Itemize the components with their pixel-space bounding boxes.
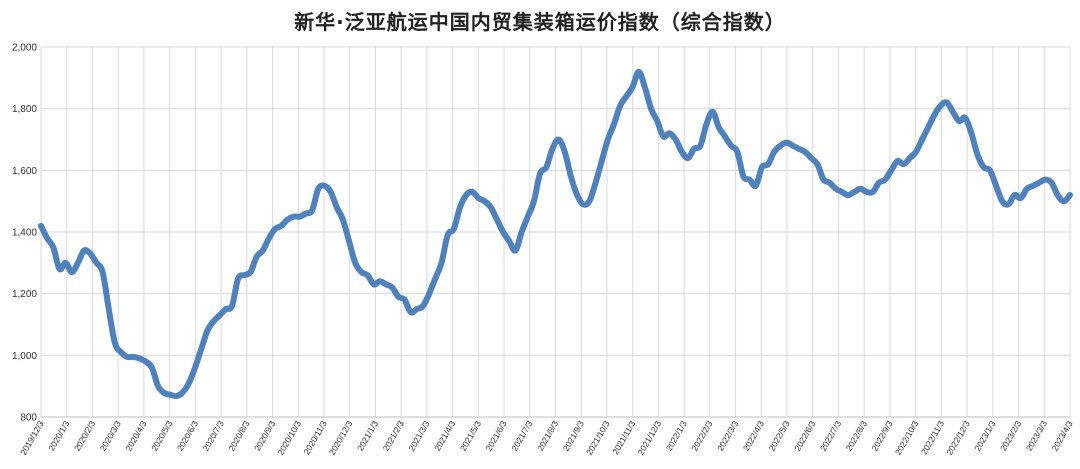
x-tick-label: 2022/10/3 [893,419,921,457]
x-tick-label: 2023/4/3 [1050,419,1075,453]
x-tick-label: 2020/9/3 [252,419,277,453]
y-tick-label: 1,200 [12,289,37,300]
x-tick-label: 2022/6/3 [792,419,817,453]
x-tick-label: 2022/4/3 [741,419,766,453]
x-tick-label: 2021/1/3 [355,419,380,453]
x-tick-label: 2022/12/3 [944,419,972,457]
x-tick-label: 2020/10/3 [275,419,303,457]
y-tick-label: 1,600 [12,166,37,177]
chart-title: 新华·泛亚航运中国内贸集装箱运价指数（综合指数） [294,10,786,34]
x-tick-label: 2022/8/3 [844,419,869,453]
x-tick-label: 2020/8/3 [226,419,251,453]
x-tick-label: 2021/2/3 [381,419,406,453]
x-tick-label: 2020/6/3 [175,419,200,453]
x-tick-label: 2021/10/3 [584,419,612,457]
x-tick-label: 2021/4/3 [432,419,457,453]
x-tick-label: 2020/11/3 [301,419,328,456]
x-tick-label: 2020/3/3 [98,419,123,453]
x-tick-label: 2020/12/3 [327,419,355,457]
x-tick-label: 2022/7/3 [818,419,843,453]
x-tick-label: 2021/8/3 [535,419,560,453]
y-tick-label: 1,800 [12,104,37,115]
x-tick-label: 2020/1/3 [46,419,71,453]
x-tick-label: 2020/4/3 [123,419,148,453]
grid [40,46,1071,418]
x-tick-label: 2022/2/3 [689,419,714,453]
x-tick-label: 2020/2/3 [72,419,97,453]
x-tick-label: 2021/6/3 [484,419,509,453]
x-tick-label: 2021/3/3 [406,419,431,453]
x-tick-label: 2022/11/3 [919,419,946,456]
x-tick-label: 2021/11/3 [610,419,637,456]
x-tick-label: 2023/1/3 [972,419,997,453]
y-tick-label: 800 [20,413,37,424]
x-tick-label: 2022/5/3 [767,419,792,453]
series-layer [38,68,1073,400]
x-tick-label: 2019/12/3 [18,419,46,457]
x-tick-label: 2021/12/3 [636,419,664,457]
x-tick-label: 2021/5/3 [458,419,483,453]
y-tick-label: 1,400 [12,228,37,239]
y-tick-label: 1,000 [12,351,37,362]
x-tick-label: 2021/7/3 [509,419,534,453]
x-tick-label: 2021/9/3 [561,419,586,453]
y-tick-label: 2,000 [12,43,37,54]
x-tick-label: 2023/3/3 [1024,419,1049,453]
series-line [38,68,1073,400]
x-tick-label: 2023/2/3 [998,419,1023,453]
x-tick-label: 2020/5/3 [149,419,174,453]
x-tick-label: 2022/1/3 [664,419,689,453]
x-tick-label: 2020/7/3 [201,419,226,453]
x-tick-label: 2022/3/3 [715,419,740,453]
x-tick-label: 2022/9/3 [869,419,894,453]
